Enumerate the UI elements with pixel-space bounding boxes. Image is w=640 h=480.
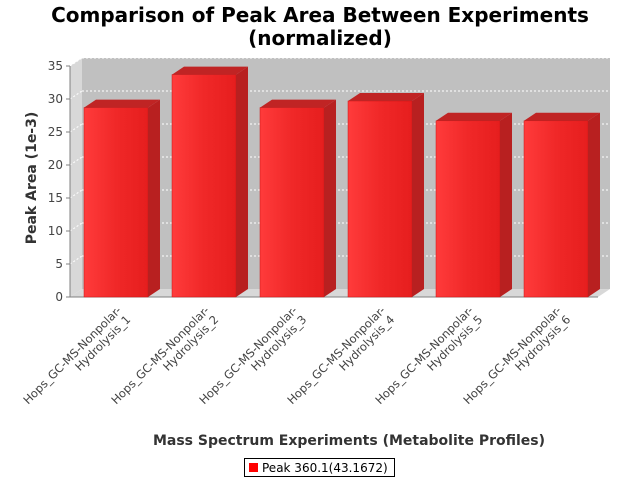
gridline bbox=[69, 255, 83, 265]
x-axis-label: Mass Spectrum Experiments (Metabolite Pr… bbox=[153, 433, 545, 449]
legend-swatch bbox=[249, 463, 258, 472]
bar-side bbox=[148, 99, 160, 297]
gridline bbox=[69, 123, 83, 133]
gridline bbox=[69, 222, 83, 232]
legend-label: Peak 360.1(43.1672) bbox=[262, 460, 388, 475]
bar bbox=[347, 92, 424, 298]
bar-top bbox=[436, 112, 512, 121]
y-tick-label: 15 bbox=[48, 191, 63, 205]
bar-front bbox=[435, 120, 501, 298]
bar bbox=[259, 99, 336, 298]
bar-top bbox=[524, 112, 600, 121]
gridline bbox=[69, 189, 83, 199]
gridline bbox=[69, 156, 83, 166]
bar-top bbox=[260, 99, 336, 108]
bar bbox=[83, 99, 160, 298]
bar bbox=[171, 66, 248, 298]
y-tick-label: 10 bbox=[48, 224, 63, 238]
y-tick-label: 30 bbox=[48, 92, 63, 106]
bar bbox=[523, 112, 600, 298]
y-tick-label: 25 bbox=[48, 125, 63, 139]
bar-side bbox=[500, 112, 512, 297]
y-tick-label: 20 bbox=[48, 158, 63, 172]
bar-side bbox=[588, 112, 600, 297]
bar-front bbox=[523, 120, 589, 298]
y-tick-label: 0 bbox=[55, 290, 63, 304]
bar-side bbox=[236, 66, 248, 297]
gridline bbox=[69, 90, 83, 100]
gridline bbox=[69, 57, 83, 67]
bar-front bbox=[171, 74, 237, 298]
bar-top bbox=[84, 99, 160, 108]
bar-top bbox=[348, 92, 424, 101]
bar-front bbox=[347, 100, 413, 298]
y-tick-label: 5 bbox=[55, 257, 63, 271]
y-tick-label: 35 bbox=[48, 59, 63, 73]
bar-front bbox=[259, 107, 325, 298]
chart-title: Comparison of Peak Area Between Experime… bbox=[51, 3, 589, 27]
legend: Peak 360.1(43.1672) bbox=[244, 458, 395, 477]
bar-front bbox=[83, 107, 149, 298]
chart-subtitle: (normalized) bbox=[248, 26, 392, 50]
bar bbox=[435, 112, 512, 298]
bar-top bbox=[172, 66, 248, 75]
bar-side bbox=[324, 99, 336, 297]
plot-left-wall bbox=[70, 58, 82, 297]
y-axis-label: Peak Area (1e-3) bbox=[24, 112, 40, 245]
bar-side bbox=[412, 92, 424, 297]
